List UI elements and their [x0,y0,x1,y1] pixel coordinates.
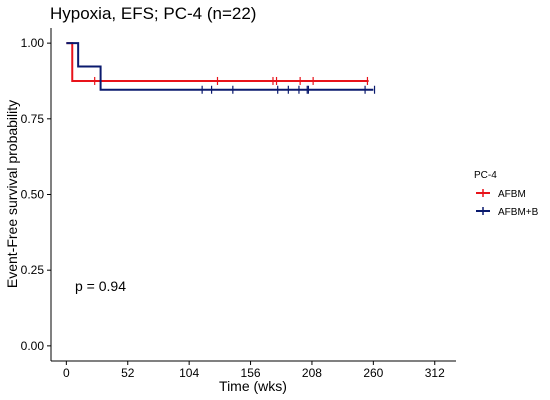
x-tick-label: 156 [241,366,261,380]
survival-curve-afbm [66,42,369,82]
survival-curve-afbm-b [66,42,374,91]
chart-title: Hypoxia, EFS; PC-4 (n=22) [50,4,256,23]
y-tick-label: 0.75 [21,112,45,126]
x-tick-label: 104 [179,366,199,380]
y-tick-label: 0.00 [21,339,45,353]
x-tick-label: 208 [302,366,322,380]
x-axis-ticks: 0 52 104 156 208 260 312 [63,361,445,380]
x-axis-title: Time (wks) [219,378,287,394]
y-tick-label: 1.00 [21,36,45,50]
x-tick-label: 260 [363,366,383,380]
legend-label-afbm-b: AFBM+B [498,207,539,218]
legend-item-afbm: AFBM [476,189,526,200]
p-value-annotation: p = 0.94 [75,278,126,294]
y-tick-label: 0.50 [21,188,45,202]
y-axis-title: Event-Free survival probability [4,100,20,288]
plot-area [66,42,376,94]
legend-label-afbm: AFBM [498,189,526,200]
y-tick-label: 0.25 [21,263,45,277]
legend: PC-4 AFBM AFBM+B [474,170,539,218]
legend-title: PC-4 [474,170,497,181]
legend-item-afbm-b: AFBM+B [476,207,539,218]
y-axis-ticks: 0.00 0.25 0.50 0.75 1.00 [21,36,51,353]
x-tick-label: 52 [121,366,135,380]
x-tick-label: 0 [63,366,70,380]
x-tick-label: 312 [425,366,445,380]
